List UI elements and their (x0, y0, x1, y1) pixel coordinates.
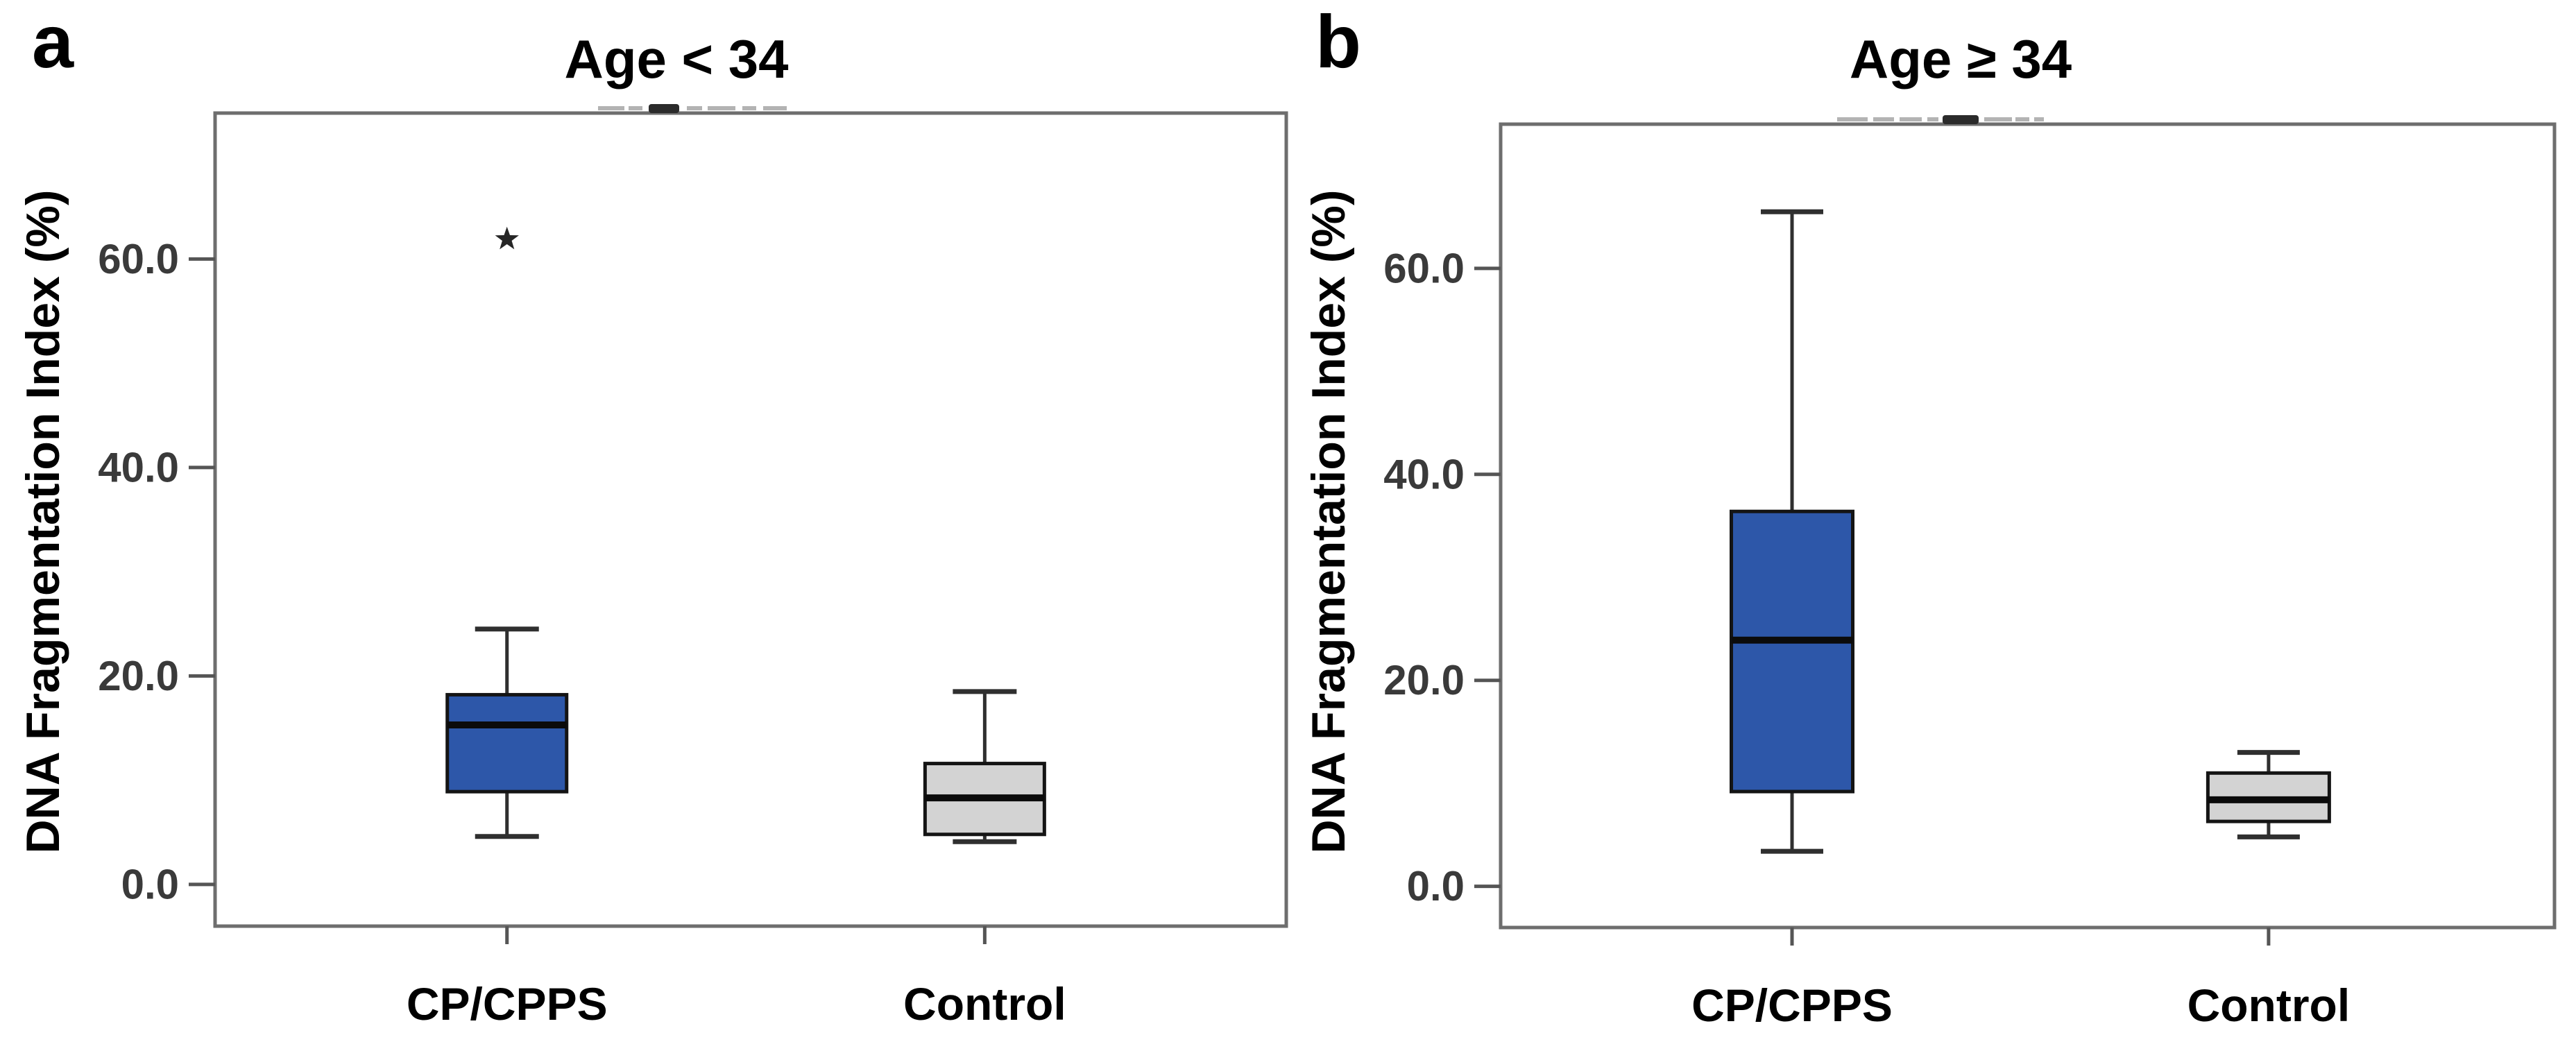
clipped-text-artifact (1984, 117, 2012, 121)
clipped-text-artifact (742, 106, 756, 110)
y-tick-label: 40.0 (98, 444, 179, 490)
box-cp-cpps (445, 692, 569, 794)
y-tick-label: 0.0 (121, 861, 179, 907)
x-category-label-control: Control (2187, 980, 2351, 1031)
clipped-text-artifact (708, 106, 735, 110)
x-category-label-cp-cpps: CP/CPPS (1691, 980, 1893, 1031)
y-tick-label: 20.0 (1383, 657, 1465, 703)
outlier-star-marker-cp-cpps (495, 226, 519, 250)
clipped-text-artifact (649, 104, 679, 113)
x-category-label-control: Control (903, 978, 1066, 1029)
clipped-text-artifact (763, 106, 787, 110)
clipped-text-artifact (598, 106, 624, 110)
panel-b-title: Age ≥ 34 (1849, 28, 2072, 89)
clipped-text-artifact (629, 106, 642, 110)
y-tick-label: 60.0 (98, 236, 179, 282)
box-cp-cpps (1730, 509, 1855, 794)
clipped-text-artifact (2015, 117, 2029, 121)
y-tick-label: 40.0 (1383, 451, 1465, 497)
panel-b-letter: b (1315, 0, 1361, 83)
panel-a-title: Age < 34 (564, 28, 789, 89)
y-tick-label: 20.0 (98, 653, 179, 699)
clipped-text-artifact (1873, 117, 1894, 121)
y-tick-label: 60.0 (1383, 245, 1465, 291)
clipped-text-artifact (1927, 117, 1938, 121)
panel-a-letter: a (32, 0, 74, 83)
clipped-text-artifact (1943, 115, 1979, 124)
clipped-text-artifact (687, 106, 702, 110)
plot-frame-a (213, 111, 1288, 928)
x-category-label-cp-cpps: CP/CPPS (407, 978, 608, 1029)
clipped-text-artifact (1900, 117, 1922, 121)
plot-frame-b (1499, 122, 2557, 930)
y-tick-label: 0.0 (1407, 863, 1465, 909)
clipped-text-artifact (1837, 117, 1868, 121)
clipped-text-artifact (2034, 117, 2044, 121)
